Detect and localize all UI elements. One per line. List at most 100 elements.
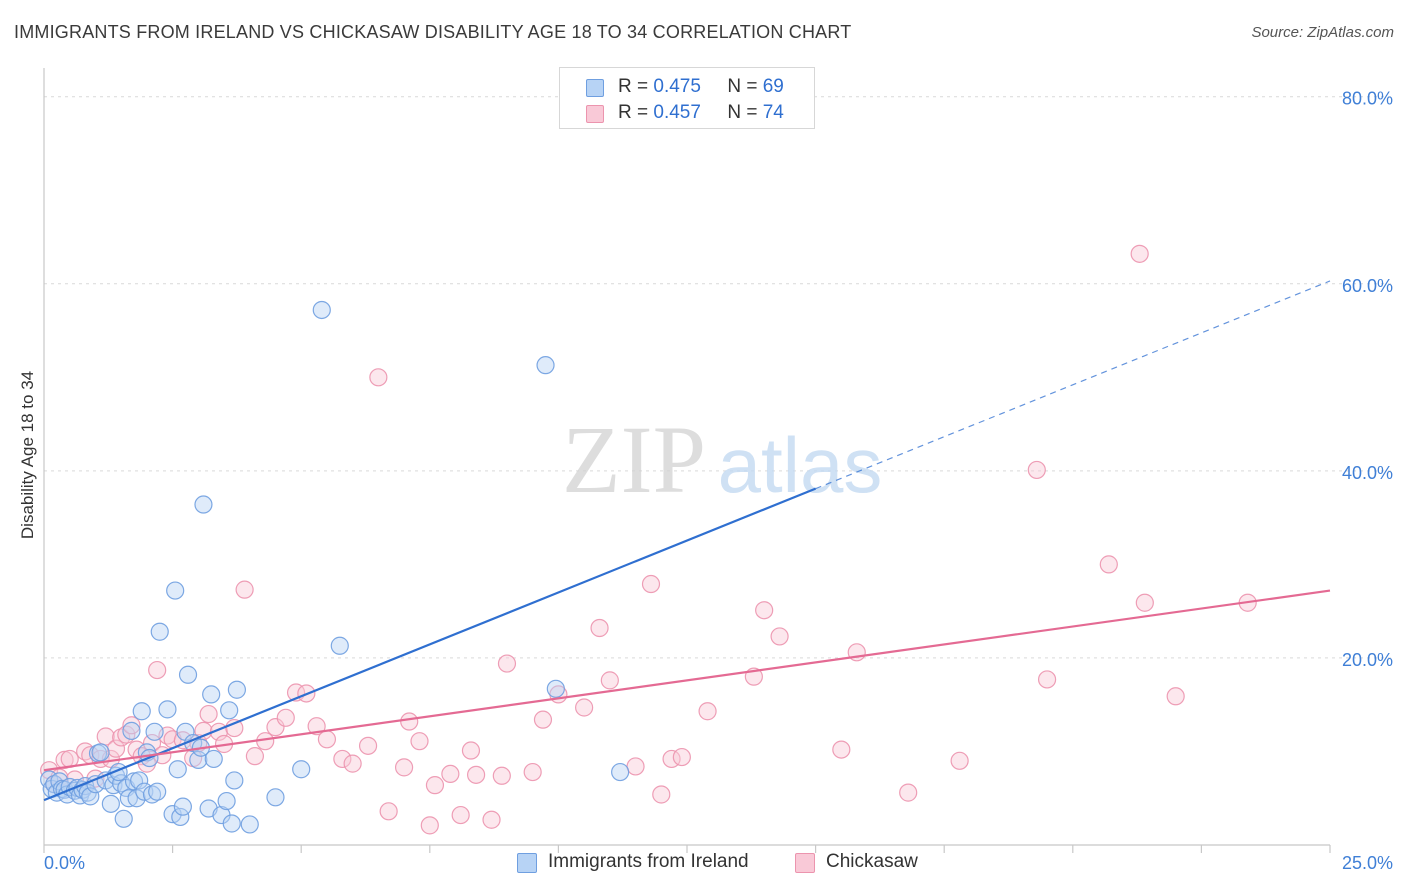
ireland-point (217, 791, 236, 811)
y-tick-label: 60.0% (1342, 276, 1393, 296)
chickasaw-point (122, 716, 141, 735)
chickasaw-point (899, 783, 918, 802)
ireland-point (312, 300, 331, 320)
chickasaw-point (523, 762, 542, 782)
chart-title: IMMIGRANTS FROM IRELAND VS CHICKASAW DIS… (14, 22, 852, 42)
ireland-point (194, 495, 213, 514)
ireland-point (130, 771, 149, 790)
ireland-point (222, 814, 241, 833)
ireland-point (114, 809, 133, 828)
chickasaw-point (245, 747, 265, 766)
chickasaw-point (343, 754, 362, 773)
chickasaw-point (276, 708, 295, 727)
chickasaw-point (451, 805, 470, 825)
axes (43, 68, 1331, 853)
bottom-legend-swatch-chickasaw (795, 853, 815, 873)
ireland-point (101, 794, 120, 813)
bottom-legend-swatch-ireland (517, 853, 537, 873)
legend-r-value-chickasaw: 0.457 (653, 102, 701, 123)
chickasaw-points (40, 244, 1257, 835)
chickasaw-point (112, 728, 131, 747)
gridlines (44, 96, 1394, 659)
chickasaw-point (394, 758, 414, 777)
watermark: ZIP atlas (562, 406, 882, 513)
y-tick-label: 40.0% (1342, 463, 1393, 483)
chickasaw-point (425, 776, 445, 795)
ireland-point (173, 797, 192, 816)
ireland-point (132, 702, 151, 721)
chickasaw-point (441, 764, 460, 784)
chickasaw-point (590, 618, 609, 638)
chickasaw-point (575, 698, 594, 717)
chickasaw-point (755, 601, 774, 620)
y-axis-label: Disability Age 18 to 34 (18, 370, 37, 540)
chickasaw-point (1135, 593, 1154, 612)
ireland-trend-extension (815, 280, 1331, 490)
chickasaw-point (317, 730, 337, 749)
trend-lines (43, 280, 1331, 802)
chickasaw-point (832, 740, 851, 759)
chickasaw-point (1037, 670, 1057, 689)
tick-labels: 20.0% 40.0% 60.0% 80.0% 0.0% 25.0% (44, 89, 1393, 873)
chickasaw-point (400, 712, 419, 731)
y-tick-label: 20.0% (1342, 650, 1393, 670)
chickasaw-point (1027, 460, 1046, 480)
chickasaw-point (626, 757, 645, 776)
chickasaw-point (698, 702, 717, 721)
ireland-point (119, 789, 138, 808)
chickasaw-point (497, 654, 517, 673)
source-label[interactable]: Source: ZipAtlas.com (1251, 24, 1394, 41)
ireland-point (220, 701, 239, 720)
chickasaw-point (1130, 244, 1149, 263)
ireland-trend-line (43, 487, 817, 802)
ireland-point (227, 680, 246, 699)
chickasaw-point (142, 733, 162, 753)
legend-swatch-chickasaw (586, 105, 604, 123)
chickasaw-point (235, 580, 254, 599)
chickasaw-point (461, 741, 481, 760)
ireland-point (330, 636, 349, 655)
chickasaw-point (1099, 555, 1118, 574)
chickasaw-point (652, 785, 671, 804)
ireland-point (202, 685, 221, 704)
bottom-legend-label-ireland: Immigrants from Ireland (548, 851, 749, 872)
legend-n-value-chickasaw: 74 (762, 102, 784, 123)
chickasaw-point (369, 368, 388, 387)
chickasaw-point (106, 739, 126, 758)
ireland-point (91, 743, 110, 762)
chickasaw-point (358, 736, 378, 755)
chickasaw-point (1166, 687, 1185, 706)
ireland-point (145, 722, 164, 741)
chickasaw-point (148, 660, 167, 680)
chickasaw-trend-line (43, 589, 1331, 772)
chickasaw-point (672, 747, 691, 767)
legend-n-label: N = (727, 102, 758, 123)
legend-r-value-ireland: 0.475 (653, 76, 701, 97)
legend-r-label: R = (618, 102, 649, 123)
chickasaw-point (420, 816, 439, 835)
chickasaw-point (466, 765, 486, 784)
legend-n-value-ireland: 69 (762, 76, 784, 97)
ireland-point (178, 665, 198, 684)
ireland-point (166, 581, 185, 600)
ireland-point (150, 622, 169, 641)
chickasaw-point (950, 751, 969, 770)
ireland-point (158, 700, 177, 719)
ireland-point (536, 356, 555, 375)
chickasaw-point (379, 802, 398, 821)
chickasaw-point (410, 732, 429, 751)
ireland-point (148, 782, 167, 801)
ireland-point (611, 762, 630, 782)
ireland-point (292, 760, 311, 779)
chickasaw-point (482, 810, 501, 829)
legend-r-label: R = (618, 76, 649, 97)
correlation-legend: R = 0.475 N = 69 R = 0.457 N = 74 (559, 67, 815, 129)
chickasaw-point (600, 671, 619, 690)
watermark-zip: ZIP (562, 406, 706, 513)
x-tick-label: 0.0% (44, 853, 85, 873)
chickasaw-point (533, 710, 553, 729)
ireland-point (266, 788, 285, 807)
ireland-point (171, 807, 190, 827)
ireland-point (168, 760, 187, 779)
